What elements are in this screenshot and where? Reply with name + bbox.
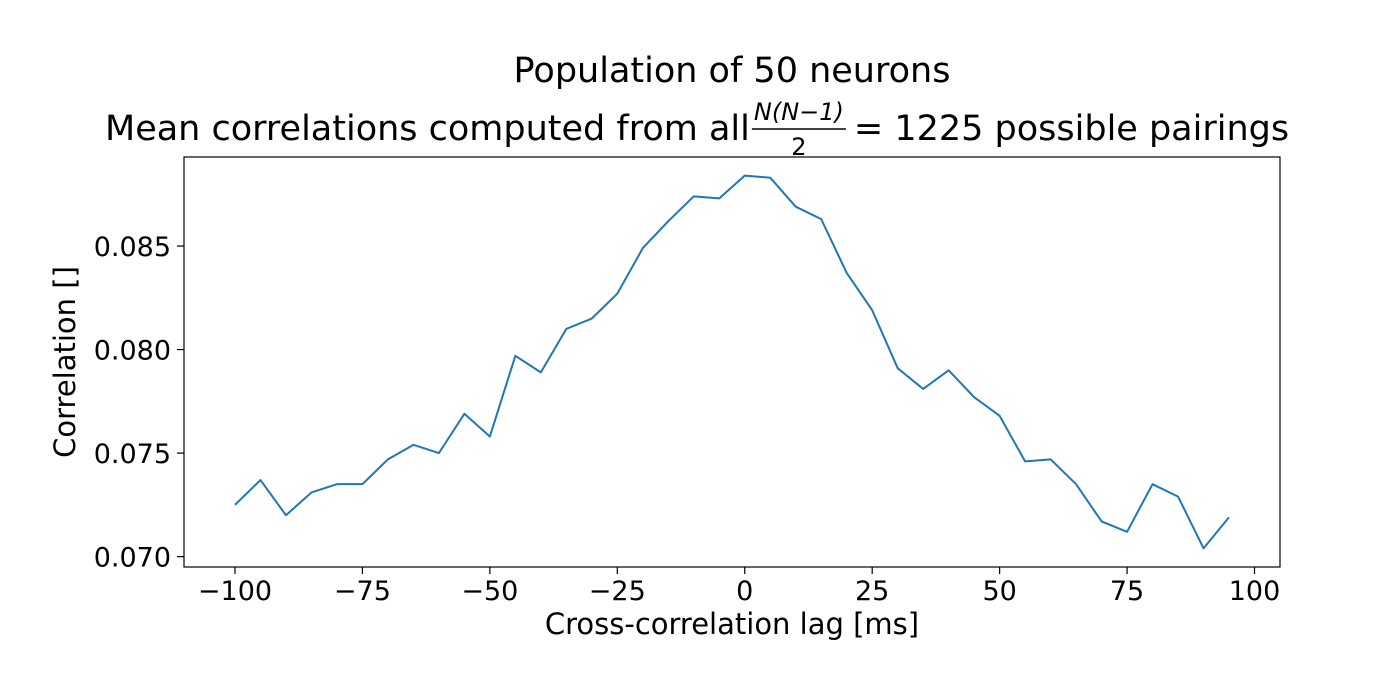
- x-tick-label: −25: [589, 576, 646, 607]
- y-tick-label: 0.075: [94, 439, 171, 470]
- y-tick-label: 0.085: [94, 232, 171, 263]
- subtitle-fraction-denominator: 2: [791, 133, 806, 161]
- y-tick-label: 0.080: [94, 336, 171, 367]
- x-tick-label: 0: [736, 576, 753, 607]
- x-axis-label: Cross-correlation lag [ms]: [545, 607, 919, 641]
- y-tick-label: 0.070: [94, 543, 171, 574]
- x-tick-label: −50: [461, 576, 518, 607]
- x-tick-label: 25: [855, 576, 889, 607]
- x-tick-label: 50: [982, 576, 1016, 607]
- chart-subtitle: Mean correlations computed from all N(N−…: [105, 98, 1289, 161]
- subtitle-prefix: Mean correlations computed from all: [105, 109, 750, 149]
- subtitle-suffix: = 1225 possible pairings: [854, 109, 1289, 149]
- x-tick-label: −75: [334, 576, 391, 607]
- series-line: [234, 174, 1230, 550]
- subtitle-fraction-numerator: N(N−1): [754, 98, 844, 126]
- x-tick-label: −100: [198, 576, 272, 607]
- y-axis-label: Correlation []: [48, 266, 82, 458]
- x-tick-label: 75: [1110, 576, 1144, 607]
- chart-title: Population of 50 neurons: [514, 51, 951, 91]
- plot-frame: [183, 156, 1281, 568]
- x-tick-label: 100: [1229, 576, 1281, 607]
